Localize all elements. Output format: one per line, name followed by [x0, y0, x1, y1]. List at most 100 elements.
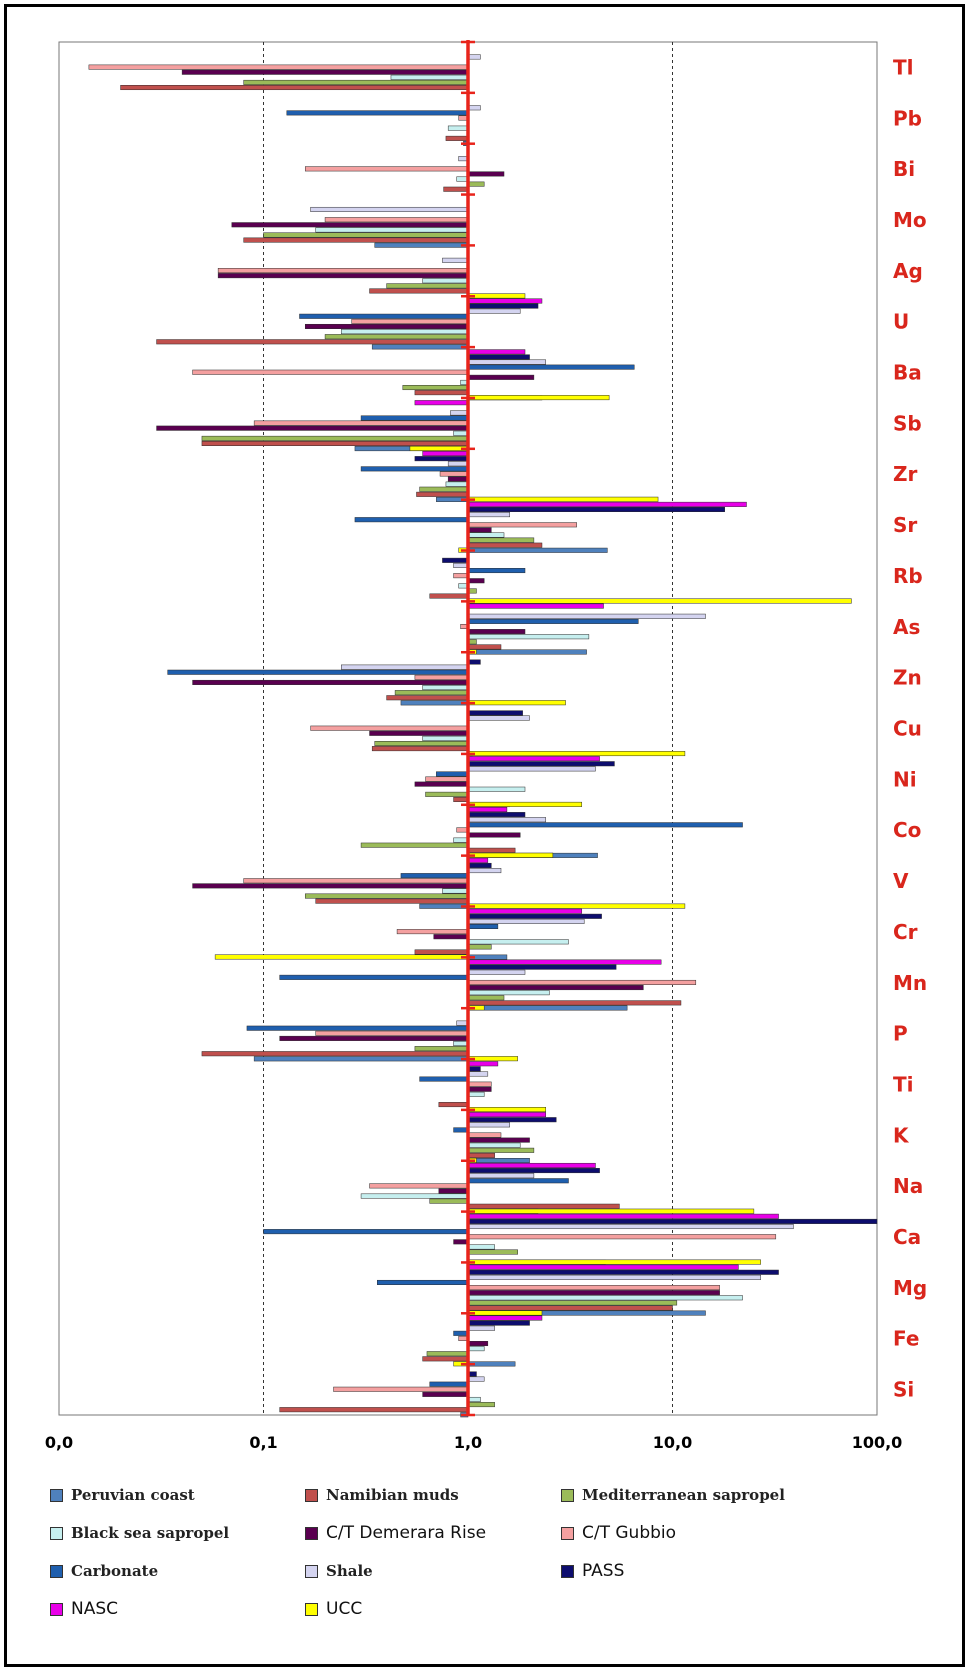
- bar-Mo-peruvian-coast: [374, 242, 469, 248]
- bar-U-c-t-gubbio: [351, 318, 469, 324]
- category-label-Fe: Fe: [893, 1327, 919, 1351]
- bar-Mn-peruvian-coast: [467, 1005, 628, 1011]
- bar-P-peruvian-coast: [253, 1056, 469, 1062]
- legend-swatch: [305, 1564, 318, 1578]
- bar-Ba-c-t-gubbio: [192, 369, 469, 375]
- bar-Rb-carbonate: [467, 568, 526, 574]
- bar-Si-shale: [467, 1376, 485, 1382]
- legend-label: Peruvian coast: [71, 1486, 195, 1504]
- legend-item: NASC: [50, 1598, 118, 1620]
- bar-Ag-mediterranean-sapropel: [386, 283, 469, 289]
- bar-Fe-namibian-muds: [422, 1356, 469, 1362]
- bar-Tl-namibian-muds: [120, 85, 469, 91]
- bar-Ni-c-t-demerara-rise: [414, 781, 469, 787]
- bar-Ti-black-sea-sapropel: [467, 1091, 485, 1097]
- bar-K-c-t-demerara-rise: [467, 1137, 530, 1143]
- category-label-Co: Co: [893, 818, 921, 842]
- bar-Sr-black-sea-sapropel: [467, 532, 505, 538]
- bar-Cr-c-t-demerara-rise: [433, 934, 469, 940]
- bar-Pb-carbonate: [286, 110, 469, 116]
- bar-V-pass: [467, 862, 492, 868]
- bar-Ti-c-t-gubbio: [467, 1081, 492, 1087]
- bar-Ba-mediterranean-sapropel: [402, 385, 469, 391]
- bar-Zn-pass: [467, 659, 481, 665]
- bar-As-ucc: [467, 598, 852, 604]
- legend-swatch: [50, 1488, 63, 1502]
- bar-Sb-nasc: [414, 400, 469, 406]
- bar-Cu-mediterranean-sapropel: [374, 741, 469, 746]
- bar-Na-black-sea-sapropel: [360, 1193, 469, 1199]
- legend-label: Black sea sapropel: [71, 1524, 230, 1542]
- bar-Ag-namibian-muds: [369, 288, 469, 294]
- bar-Bi-c-t-gubbio: [304, 166, 469, 172]
- bar-Ag-c-t-demerara-rise: [217, 273, 469, 279]
- bar-Sb-ucc: [467, 395, 610, 401]
- category-label-Zr: Zr: [893, 462, 918, 486]
- category-label-Ca: Ca: [893, 1225, 921, 1249]
- bar-Pb-shale: [467, 105, 481, 111]
- bar-Zr-shale: [447, 461, 469, 467]
- category-label-Cr: Cr: [893, 920, 918, 944]
- bar-Si-c-t-gubbio: [333, 1386, 469, 1392]
- bar-As-black-sea-sapropel: [467, 634, 590, 640]
- bar-Ti-ucc: [467, 1056, 518, 1062]
- bar-Zr-carbonate: [360, 466, 469, 472]
- legend-item: Namibian muds: [305, 1484, 459, 1506]
- x-tick-label-3: 10,0: [653, 1433, 692, 1452]
- bar-Cu-ucc: [467, 700, 566, 706]
- bar-Zr-c-t-demerara-rise: [447, 476, 469, 482]
- bar-Tl-shale: [467, 54, 481, 60]
- legend-item: UCC: [305, 1598, 362, 1620]
- legend-item: C/T Demerara Rise: [305, 1522, 486, 1544]
- legend-item: C/T Gubbio: [561, 1522, 676, 1544]
- bar-Cr-shale: [467, 918, 585, 924]
- legend-swatch: [561, 1526, 574, 1540]
- bar-Na-mediterranean-sapropel: [429, 1198, 469, 1204]
- bar-Ni-shale: [467, 766, 596, 772]
- bar-P-carbonate: [246, 1025, 469, 1031]
- bar-U-shale: [467, 308, 521, 314]
- bar-Rb-pass: [442, 557, 469, 563]
- legend-swatch: [305, 1488, 318, 1502]
- bar-Cu-shale: [467, 715, 530, 721]
- bar-Ni-carbonate: [436, 771, 469, 777]
- bar-Si-carbonate: [429, 1381, 469, 1387]
- bar-Na-carbonate: [467, 1178, 569, 1184]
- category-label-Rb: Rb: [893, 564, 923, 588]
- bar-Na-pass: [467, 1168, 600, 1174]
- bar-Co-shale: [467, 817, 547, 823]
- bar-Cr-ucc: [467, 903, 686, 909]
- legend-label: C/T Gubbio: [582, 1523, 677, 1543]
- legend: Peruvian coast Namibian muds Mediterranean…: [50, 1484, 910, 1654]
- bar-Mg-c-t-gubbio: [467, 1285, 720, 1291]
- bar-Rb-c-t-demerara-rise: [467, 578, 485, 584]
- bar-Sr-pass: [467, 506, 725, 512]
- legend-swatch: [50, 1526, 63, 1540]
- bar-Zn-c-t-demerara-rise: [192, 679, 469, 685]
- bar-Fe-mediterranean-sapropel: [426, 1351, 469, 1357]
- legend-label: Namibian muds: [326, 1486, 459, 1504]
- bar-Sr-namibian-muds: [467, 542, 543, 548]
- bar-Na-c-t-gubbio: [369, 1183, 469, 1189]
- bar-Ti-carbonate: [419, 1076, 469, 1082]
- bar-Bi-c-t-demerara-rise: [467, 171, 505, 177]
- bar-Zn-shale: [341, 664, 469, 670]
- x-tick-label-1: 0,1: [249, 1433, 277, 1452]
- legend-swatch: [305, 1602, 318, 1616]
- bar-Zr-mediterranean-sapropel: [419, 486, 469, 492]
- bar-Bi-namibian-muds: [443, 186, 469, 192]
- bar-Ca-nasc: [467, 1213, 779, 1219]
- bar-V-nasc: [467, 857, 489, 863]
- bar-Mg-c-t-demerara-rise: [467, 1290, 720, 1296]
- bar-Si-black-sea-sapropel: [467, 1396, 481, 1402]
- bar-Si-c-t-demerara-rise: [422, 1391, 469, 1397]
- bar-Ti-namibian-muds: [438, 1102, 469, 1108]
- legend-item: PASS: [561, 1560, 624, 1582]
- bar-Ca-c-t-gubbio: [467, 1234, 777, 1240]
- bar-Mg-mediterranean-sapropel: [467, 1300, 678, 1306]
- bar-Co-carbonate: [467, 822, 743, 828]
- bar-K-peruvian-coast: [467, 1158, 530, 1164]
- bar-Zn-black-sea-sapropel: [422, 685, 469, 691]
- bar-Fe-pass: [467, 1320, 530, 1326]
- bar-Pb-namibian-muds: [445, 135, 469, 141]
